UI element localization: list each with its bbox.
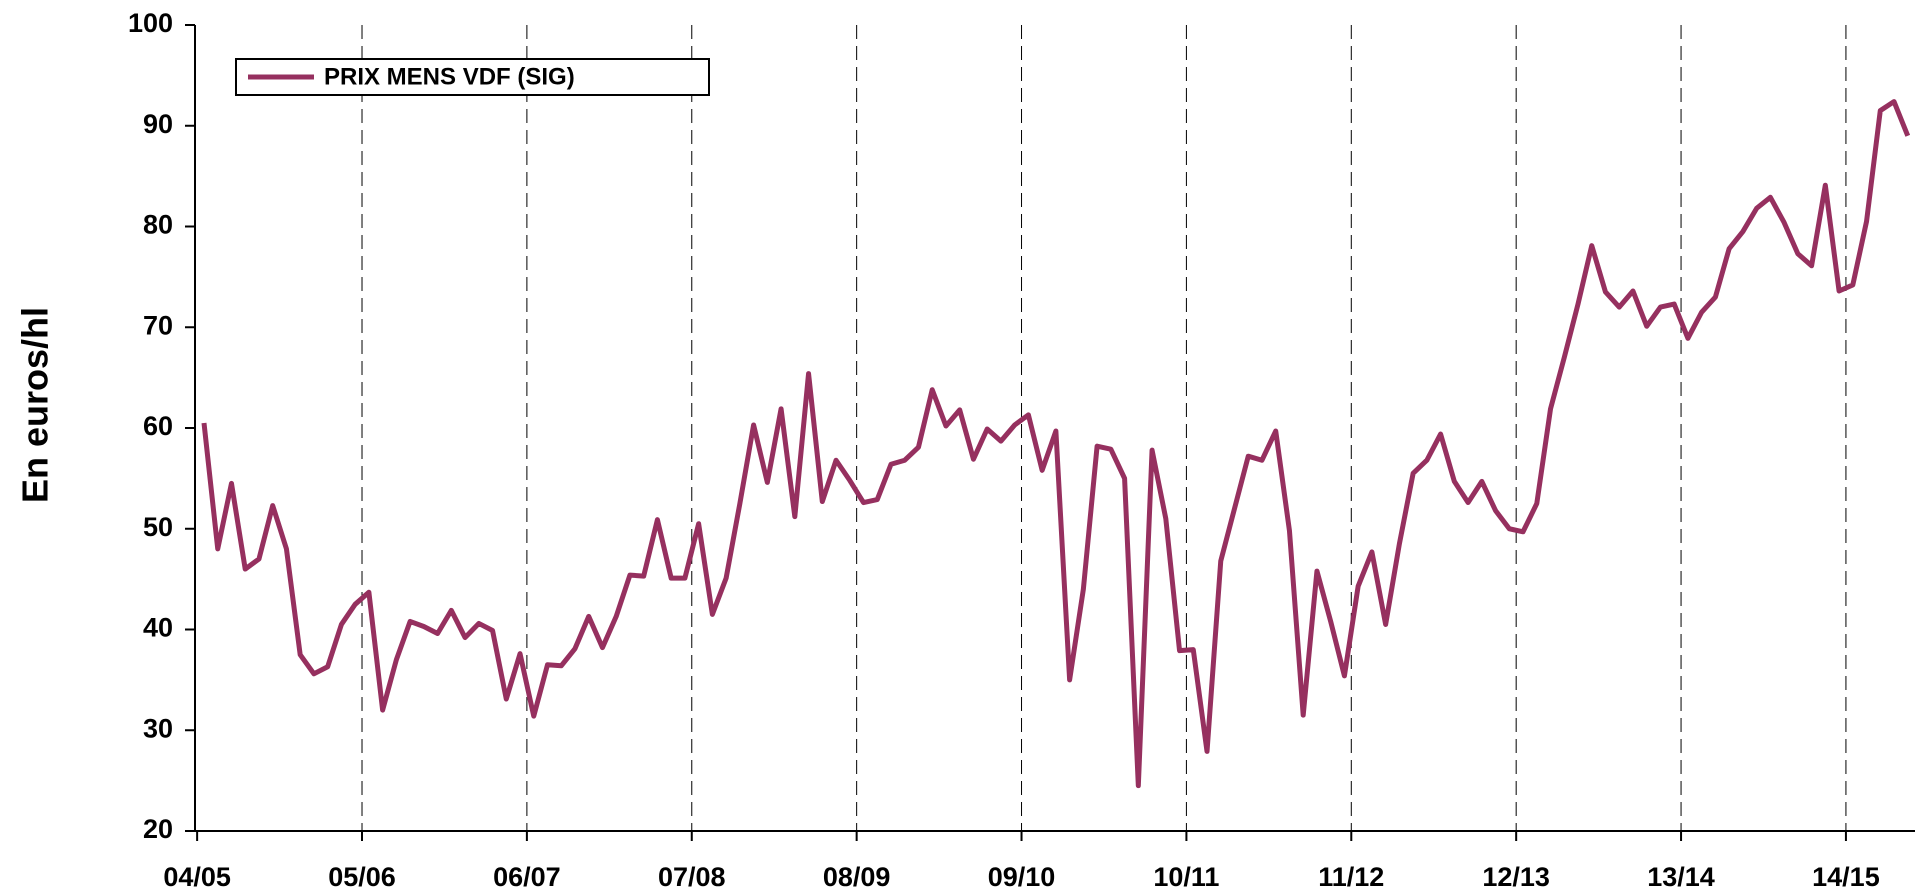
y-axis-label: En euros/hl — [15, 307, 56, 503]
y-tick-label: 30 — [143, 713, 173, 743]
x-tick-label: 06/07 — [493, 862, 561, 892]
y-tick-label: 80 — [143, 210, 173, 240]
x-tick-label: 08/09 — [823, 862, 891, 892]
x-tick-label: 13/14 — [1647, 862, 1715, 892]
y-tick-label: 90 — [143, 109, 173, 139]
data-line — [201, 99, 1911, 789]
x-tick-label: 12/13 — [1482, 862, 1550, 892]
y-tick-label: 20 — [143, 814, 173, 844]
y-tick-label: 60 — [143, 411, 173, 441]
x-tick-label: 05/06 — [328, 862, 396, 892]
x-tick-label: 11/12 — [1318, 862, 1384, 892]
x-tick-label: 07/08 — [658, 862, 726, 892]
y-tick-label: 70 — [143, 310, 173, 340]
x-tick-label: 14/15 — [1812, 862, 1880, 892]
x-tick-label: 04/05 — [163, 862, 231, 892]
y-tick-label: 40 — [143, 613, 173, 643]
y-tick-label: 100 — [128, 8, 173, 38]
legend-label: PRIX MENS VDF (SIG) — [324, 63, 575, 90]
y-tick-label: 50 — [143, 512, 173, 542]
x-tick-label: 10/11 — [1153, 862, 1219, 892]
x-tick-label: 09/10 — [988, 862, 1056, 892]
legend-box — [235, 58, 710, 96]
